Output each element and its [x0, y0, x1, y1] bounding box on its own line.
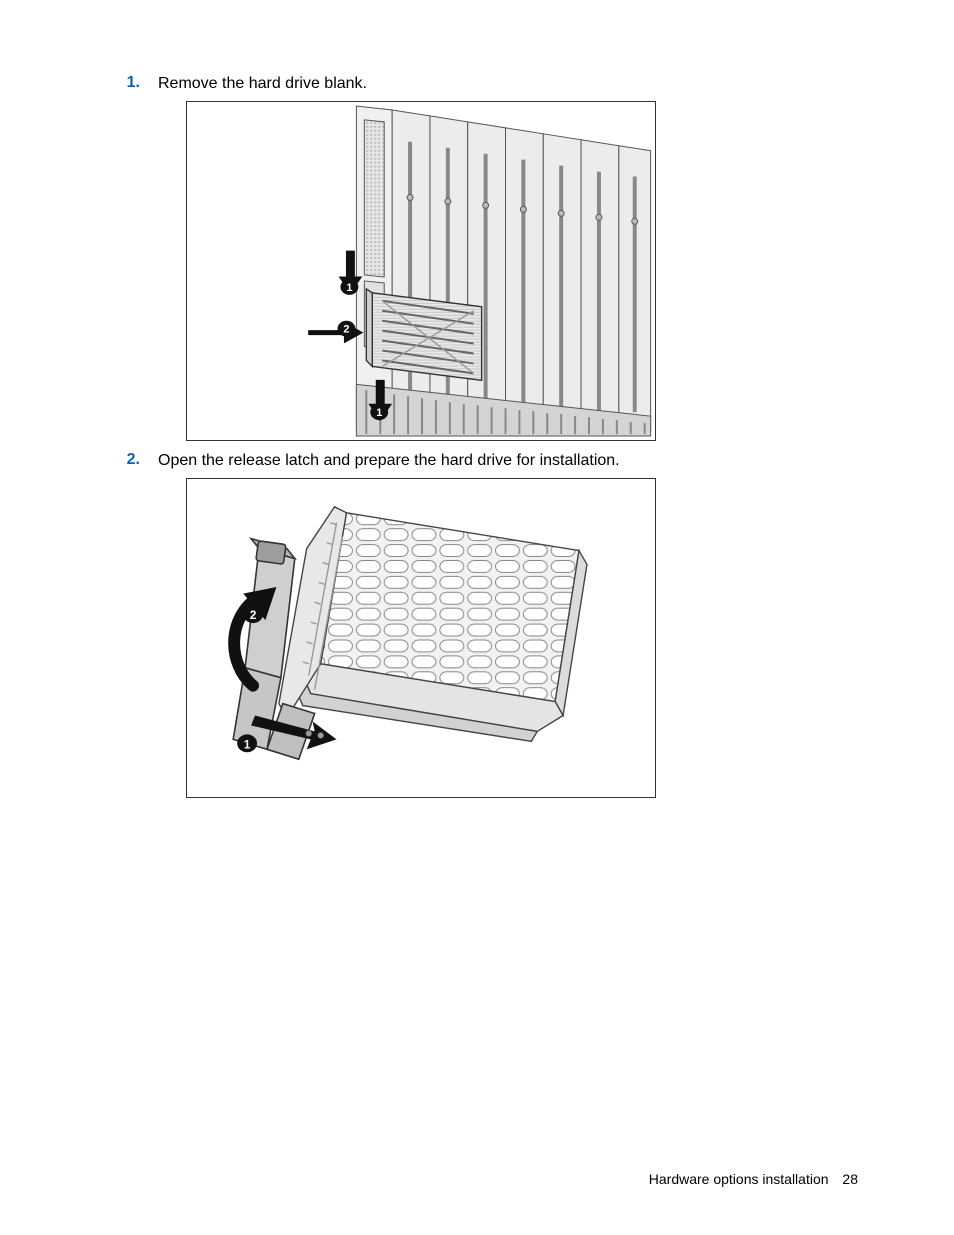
step-2-number: 2.	[96, 451, 140, 469]
fig2-callout-2: 2	[250, 608, 257, 622]
page-footer: Hardware options installation 28	[649, 1171, 858, 1187]
figure-2-illustration: 2 1	[186, 478, 656, 798]
step-2: 2. Open the release latch and prepare th…	[96, 451, 858, 472]
document-page: 1. Remove the hard drive blank.	[0, 0, 954, 1235]
step-1: 1. Remove the hard drive blank.	[96, 74, 858, 95]
fig1-callout-2: 2	[343, 323, 349, 335]
fig1-callout-1a: 1	[346, 282, 352, 294]
footer-section: Hardware options installation	[649, 1171, 829, 1187]
figure-2-wrap: 2 1	[186, 478, 858, 798]
step-1-number: 1.	[96, 74, 140, 92]
fig1-callout-1b: 1	[376, 407, 382, 419]
step-1-text: Remove the hard drive blank.	[158, 74, 858, 95]
figure-1-wrap: 1 2 1	[186, 101, 858, 441]
figure-1-illustration: 1 2 1	[186, 101, 656, 441]
footer-page-number: 28	[842, 1171, 858, 1187]
step-2-text: Open the release latch and prepare the h…	[158, 451, 858, 472]
fig2-callout-1: 1	[244, 737, 251, 751]
